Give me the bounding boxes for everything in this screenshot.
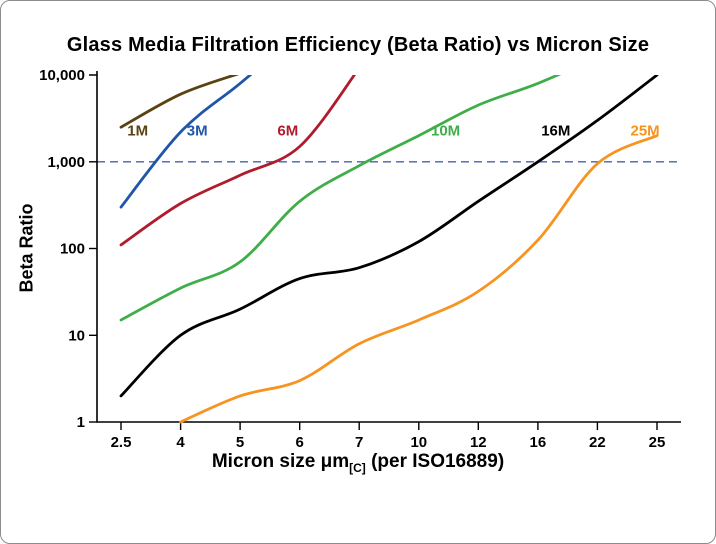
series-line-16M: [119, 75, 659, 398]
series-line-3M: [119, 75, 253, 209]
y-tick-label: 1: [77, 414, 85, 431]
x-tick-label: 12: [470, 434, 487, 451]
y-tick-label: 1,000: [47, 154, 85, 171]
x-tick-label: 25: [649, 434, 666, 451]
series-line-25M: [179, 134, 659, 424]
x-axis-title-subscript: [C]: [349, 460, 366, 475]
series-label-16M: 16M: [541, 122, 570, 139]
series-label-10M: 10M: [431, 122, 460, 139]
x-tick-label: 16: [530, 434, 547, 451]
series-line-10M: [119, 75, 562, 322]
series-label-3M: 3M: [187, 122, 208, 139]
chart-title: Glass Media Filtration Efficiency (Beta …: [66, 34, 650, 56]
y-tick-label: 100: [60, 241, 85, 258]
series-label-1M: 1M: [127, 122, 148, 139]
series-line-6M: [119, 75, 356, 247]
x-axis-title: Micron size μm[C] (per ISO16889): [1, 451, 715, 475]
series-line-1M: [119, 75, 240, 129]
x-tick-label: 7: [355, 434, 363, 451]
x-axis-title-rest: (per ISO16889): [365, 451, 505, 472]
series-label-25M: 25M: [631, 122, 660, 139]
x-tick-label: 10: [410, 434, 427, 451]
y-tick-label: 10: [68, 327, 85, 344]
x-axis-title-main: Micron size μm: [211, 451, 350, 472]
x-tick-label: 2.5: [111, 434, 132, 451]
x-tick-label: 22: [589, 434, 606, 451]
y-tick-label: 10,000: [39, 67, 85, 84]
series-label-6M: 6M: [277, 122, 298, 139]
x-tick-label: 5: [236, 434, 244, 451]
x-tick-label: 6: [296, 434, 304, 451]
x-tick-label: 4: [176, 434, 185, 451]
